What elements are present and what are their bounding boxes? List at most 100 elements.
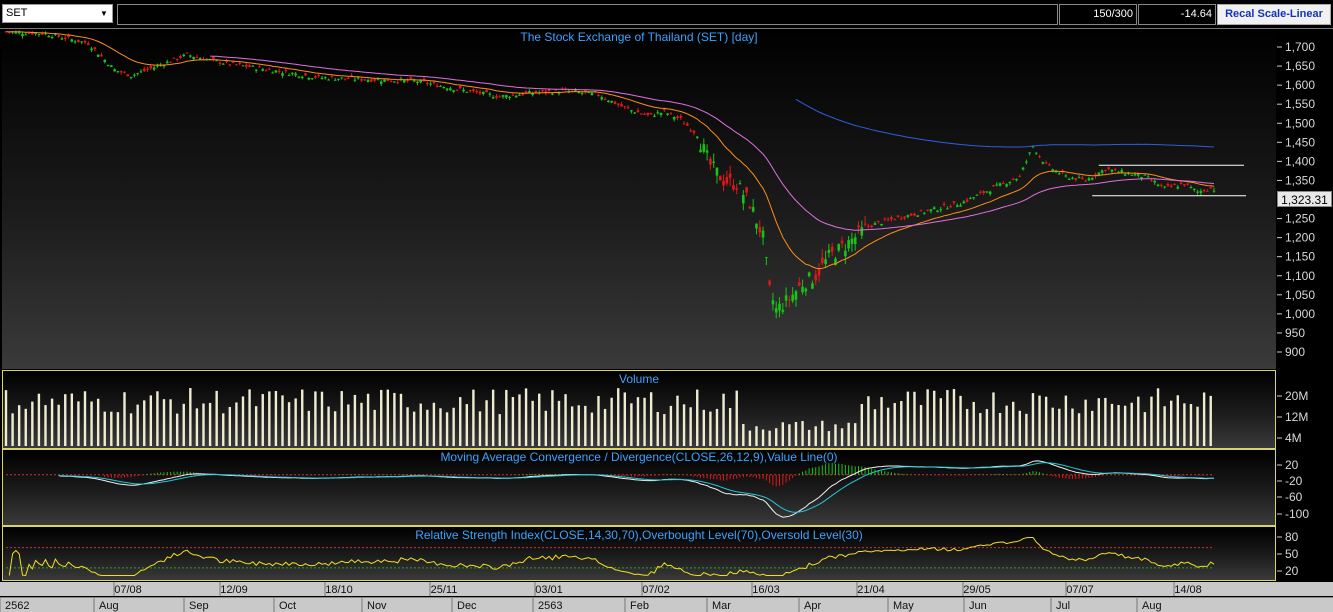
price-tick-label: 1,600 [1285, 78, 1315, 92]
candle-body [481, 91, 485, 95]
candle-body [1021, 167, 1025, 170]
volume-bar [1170, 400, 1173, 446]
candle-body [857, 225, 860, 228]
candle-body [235, 64, 238, 66]
candle-body [409, 77, 413, 80]
candle-body [834, 258, 837, 266]
volume-bar [116, 412, 120, 446]
candle-body [916, 215, 920, 217]
volume-bar [281, 395, 284, 446]
volume-bar [215, 390, 218, 446]
volume-bar [1038, 395, 1041, 446]
candle-body [435, 85, 439, 88]
candle-body [337, 78, 340, 80]
candle-body [518, 94, 521, 96]
volume-bar [1130, 402, 1133, 446]
candle-body [574, 90, 577, 92]
candle-body [393, 81, 396, 83]
x-month-label: Nov [367, 600, 387, 612]
volume-bar [557, 400, 561, 446]
candle-body [959, 205, 962, 207]
candle-body [133, 74, 136, 76]
candle-body [274, 70, 278, 73]
candle-body [939, 209, 943, 211]
candle-body [179, 56, 182, 58]
command-field[interactable] [117, 4, 1058, 25]
candle-body [840, 240, 844, 244]
candle-body [146, 68, 149, 70]
candle-body [1008, 181, 1012, 184]
candle-body [185, 52, 189, 54]
price-panel[interactable] [2, 29, 1276, 369]
candle-body [853, 237, 857, 245]
candle-body [57, 35, 60, 37]
candle-body [268, 68, 271, 70]
symbol-select[interactable]: SET ▼ [2, 4, 113, 23]
volume-bar [531, 400, 534, 446]
rsi-panel[interactable] [2, 527, 1276, 580]
x-month-label: Dec [457, 600, 477, 612]
volume-bar [143, 400, 146, 446]
macd-panel[interactable] [2, 450, 1276, 525]
candle-body [679, 116, 683, 118]
macd-line [58, 460, 1214, 518]
volume-bar [347, 404, 350, 446]
candle-body [31, 32, 34, 35]
candle-body [557, 92, 561, 94]
ema-long-line [210, 55, 1215, 231]
volume-bar [373, 409, 376, 446]
recal-scale-button[interactable]: Recal Scale-Linear [1217, 4, 1331, 25]
candle-body [24, 34, 28, 36]
volume-bar [110, 411, 113, 446]
volume-bar [1005, 405, 1008, 446]
candle-body [913, 213, 916, 216]
volume-bar [788, 424, 791, 446]
volume-bar [643, 397, 646, 446]
candle-body [198, 58, 202, 60]
candle-body [978, 191, 982, 193]
candle-body [1209, 187, 1213, 189]
chevron-down-icon[interactable]: ▼ [100, 9, 108, 18]
volume-bar [406, 407, 409, 446]
volume-bar [761, 429, 765, 446]
volume-bar [617, 388, 620, 446]
volume-bar [1156, 388, 1160, 446]
volume-bar [755, 426, 758, 446]
candle-body [304, 73, 307, 76]
volume-bar [24, 408, 27, 446]
candle-body [360, 79, 363, 81]
volume-bar [696, 389, 699, 446]
candle-body [1074, 178, 1078, 181]
candle-body [1150, 180, 1153, 182]
candle-body [225, 60, 228, 62]
candle-body [488, 93, 492, 95]
candle-body [873, 223, 877, 225]
candle-body [906, 215, 910, 217]
candle-body [284, 69, 288, 71]
candle-body [241, 65, 245, 67]
candle-body [778, 303, 781, 311]
candle-body [1179, 182, 1183, 185]
volume-bar [867, 396, 870, 446]
volume-bar [96, 398, 100, 446]
volume-bar [748, 430, 752, 446]
candle-body [626, 107, 630, 109]
volume-bar [1091, 410, 1094, 446]
volume-bar [189, 388, 192, 446]
signal-line [58, 462, 1214, 513]
candle-body [1202, 189, 1206, 192]
candle-body [955, 205, 959, 208]
volume-bar [840, 428, 844, 446]
candle-body [386, 78, 390, 82]
volume-bar [478, 411, 482, 446]
x-month-label: Feb [630, 600, 649, 612]
candle-body [1084, 180, 1087, 182]
x-date-label: 07/07 [1066, 584, 1094, 596]
candle-body [379, 81, 383, 84]
price-tick-label: 1,550 [1285, 97, 1315, 111]
candle-body [77, 39, 80, 42]
candle-body [281, 73, 284, 76]
volume-bar [1209, 395, 1212, 446]
price-tick-label: 1,250 [1285, 212, 1315, 226]
